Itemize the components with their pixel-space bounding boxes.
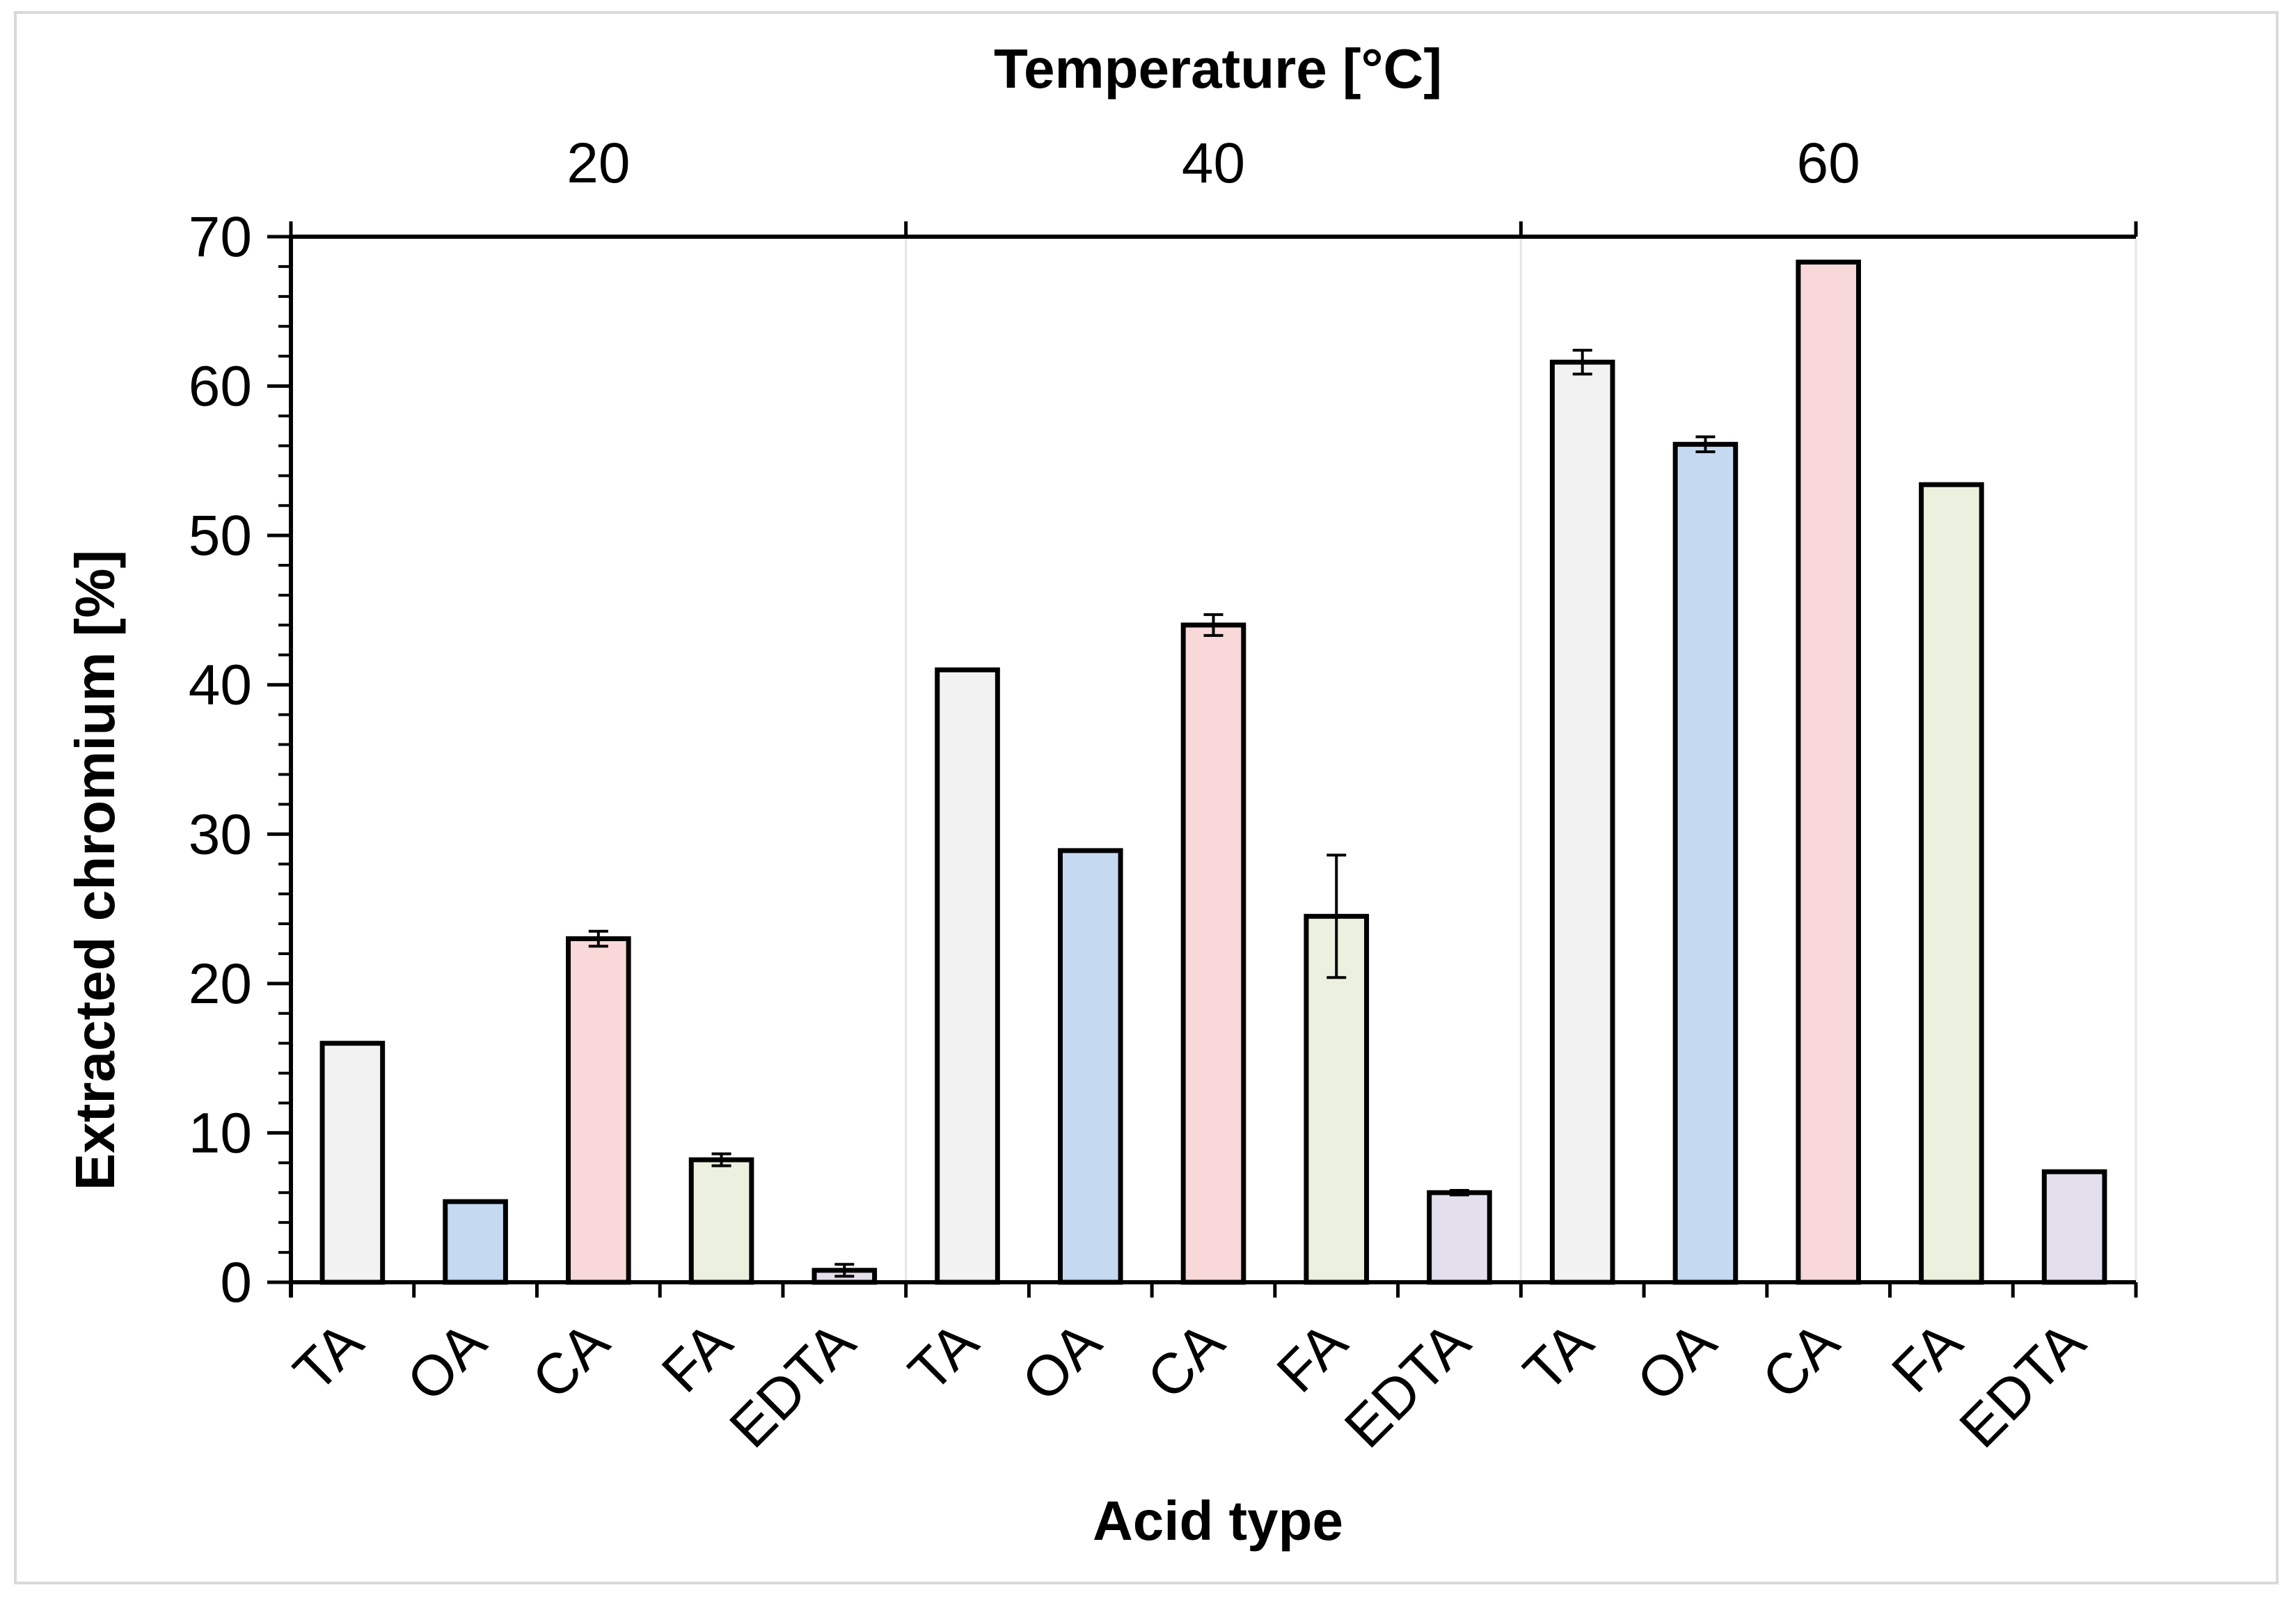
bar-fa-20 — [688, 1157, 754, 1285]
chart-frame: TA OA CA FA EDTA TA OA CA FA EDTA TA OA CA FA EDTA 20 40… — [14, 11, 2279, 1584]
x-tick-label: OA — [395, 1310, 498, 1413]
x-tick-label: FA — [650, 1310, 744, 1404]
bar-edta-60 — [2041, 1169, 2107, 1285]
x-tick-label: CA — [1750, 1310, 1851, 1411]
y-tick-label: 50 — [189, 504, 252, 567]
temperature-group-label: 60 — [1797, 132, 1860, 195]
bar-edta-40 — [1427, 1190, 1492, 1285]
axes-layer — [267, 221, 2138, 1298]
x-tick-label: CA — [521, 1310, 621, 1411]
x-tick-label: TA — [897, 1310, 990, 1403]
x-tick-label: CA — [1135, 1310, 1236, 1411]
temperature-group-label: 20 — [567, 132, 630, 195]
temperature-group-label: 40 — [1182, 132, 1245, 195]
bar-fa-60 — [1919, 482, 1984, 1285]
x-tick-label: OA — [1010, 1310, 1113, 1413]
x-tick-label: FA — [1265, 1310, 1359, 1404]
x-tick-label: TA — [282, 1310, 375, 1403]
x-axis-title: Acid type — [1093, 1490, 1343, 1552]
x-tick-label: EDTA — [1948, 1310, 2098, 1460]
bar-oa-40 — [1057, 848, 1123, 1285]
x-tick-label: FA — [1880, 1310, 1974, 1404]
grid-layer — [905, 237, 2137, 1282]
y-tick-label: 70 — [189, 205, 252, 269]
y-tick-label: 30 — [189, 803, 252, 866]
y-tick-label: 20 — [189, 952, 252, 1016]
bar-ca-40 — [1180, 622, 1246, 1285]
bar-ta-20 — [319, 1041, 386, 1285]
x-tick-label: EDTA — [718, 1310, 867, 1460]
x-tick-label: OA — [1625, 1310, 1728, 1413]
y-axis-title: Extracted chromium [%] — [64, 550, 126, 1190]
bar-oa-20 — [443, 1199, 508, 1285]
bar-ca-60 — [1796, 259, 1861, 1285]
y-tick-label: 60 — [189, 355, 252, 418]
bar-oa-60 — [1672, 441, 1739, 1285]
top-axis-title: Temperature [°C] — [994, 38, 1442, 100]
bar-ca-20 — [566, 936, 631, 1285]
bar-ta-60 — [1549, 359, 1615, 1285]
x-tick-label: TA — [1512, 1310, 1605, 1403]
y-tick-label: 10 — [189, 1101, 252, 1165]
bar-ta-40 — [935, 667, 1000, 1285]
bars-layer — [319, 259, 2107, 1285]
y-tick-label: 40 — [189, 654, 252, 717]
x-tick-label: EDTA — [1333, 1310, 1482, 1460]
y-tick-label: 0 — [220, 1251, 252, 1314]
